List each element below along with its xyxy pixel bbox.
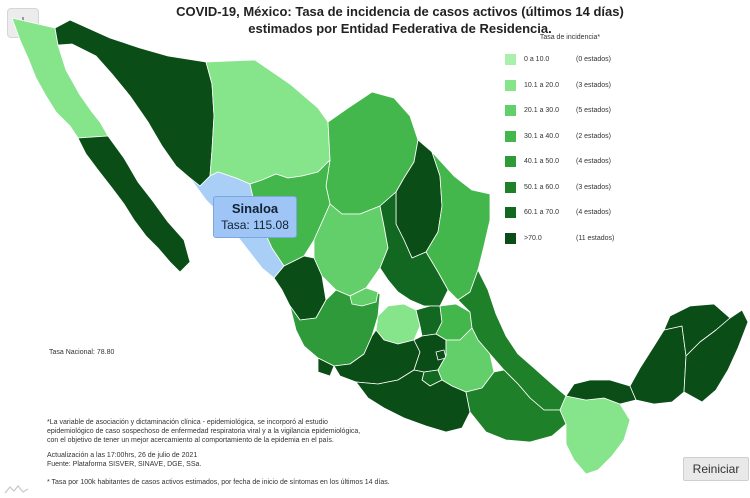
notes: *La variable de asociación y dictaminaci… — [47, 418, 417, 469]
legend-item[interactable]: 20.1 a 30.0 (5 estados) — [505, 98, 635, 124]
legend-item[interactable]: 40.1 a 50.0 (4 estados) — [505, 149, 635, 175]
legend-count: (2 estados) — [576, 132, 612, 140]
legend-title: Tasa de incidencia* — [539, 34, 601, 41]
legend-count: (3 estados) — [576, 81, 612, 89]
legend-item[interactable]: 50.1 a 60.0 (3 estados) — [505, 175, 635, 201]
legend-swatch — [505, 105, 516, 117]
national-rate: Tasa Nacional: 78.80 — [49, 349, 115, 356]
legend-count: (0 estados) — [576, 56, 612, 64]
state-aguascalientes[interactable] — [349, 287, 379, 307]
state-guerrero[interactable] — [355, 369, 471, 433]
legend-swatch — [505, 207, 516, 219]
note-line-3: con el objetivo de tener un mejor acerca… — [47, 437, 334, 444]
legend-range: 20.1 a 30.0 — [524, 107, 560, 115]
legend-range: 30.1 a 40.0 — [524, 132, 560, 140]
legend-item[interactable]: 0 a 10.0 (0 estados) — [505, 47, 635, 73]
legend-range: 60.1 a 70.0 — [524, 209, 560, 217]
legend-range: >70.0 — [524, 234, 542, 242]
state-baja-california-sur[interactable] — [77, 135, 191, 273]
legend-swatch — [505, 54, 516, 66]
legend-count: (3 estados) — [576, 183, 612, 191]
update-text: Actualización a las 17:00hrs, 26 de juli… — [47, 452, 198, 459]
legend-range: 10.1 a 20.0 — [524, 81, 560, 89]
source-text: Fuente: Plataforma SISVER, SINAVE, DGE, … — [47, 461, 202, 468]
legend-count: (4 estados) — [576, 209, 612, 217]
legend-count: (11 estados) — [576, 234, 615, 242]
legend-swatch — [505, 79, 516, 91]
legend-swatch — [505, 156, 516, 168]
legend-range: 40.1 a 50.0 — [524, 158, 560, 166]
legend-swatch — [505, 181, 516, 193]
legend-range: 50.1 a 60.0 — [524, 183, 560, 191]
legend-count: (4 estados) — [576, 158, 612, 166]
legend-item[interactable]: 60.1 a 70.0 (4 estados) — [505, 200, 635, 226]
logo-icon — [4, 485, 29, 494]
state-chihuahua[interactable] — [205, 59, 331, 185]
tooltip-rate: Tasa: 115.08 — [221, 218, 289, 232]
footnote: * Tasa por 100k habitantes de casos acti… — [47, 479, 390, 486]
legend-swatch — [505, 130, 516, 142]
state-campeche[interactable] — [629, 325, 687, 405]
legend-range: 0 a 10.0 — [524, 56, 550, 64]
legend: Tasa de incidencia* 0 a 10.0 (0 estados) 1… — [505, 34, 635, 251]
state-quintana-roo[interactable] — [683, 309, 749, 403]
title-line-2: estimados por Entidad Federativa de Resi… — [248, 21, 552, 36]
legend-item[interactable]: >70.0 (11 estados) — [505, 226, 635, 252]
chart-title: COVID-19, México: Tasa de incidencia de … — [170, 3, 630, 37]
note-line-2: epidemiológico de caso sospechoso de enf… — [47, 428, 361, 435]
state-zacatecas[interactable] — [313, 203, 389, 297]
reset-button[interactable]: Reiniciar — [683, 457, 749, 481]
state-colima[interactable] — [317, 357, 335, 377]
note-line-1: *La variable de asociación y dictaminaci… — [47, 419, 328, 426]
title-line-1: COVID-19, México: Tasa de incidencia de … — [176, 4, 624, 19]
legend-swatch — [505, 232, 516, 244]
state-tooltip: Sinaloa Tasa: 115.08 — [213, 196, 297, 238]
legend-item[interactable]: 10.1 a 20.0 (3 estados) — [505, 73, 635, 99]
legend-count: (5 estados) — [576, 107, 612, 115]
state-chiapas[interactable] — [559, 395, 631, 475]
legend-rows: 0 a 10.0 (0 estados) 10.1 a 20.0 (3 estados… — [505, 47, 635, 251]
tooltip-state-name: Sinaloa — [231, 201, 279, 216]
legend-item[interactable]: 30.1 a 40.0 (2 estados) — [505, 124, 635, 150]
